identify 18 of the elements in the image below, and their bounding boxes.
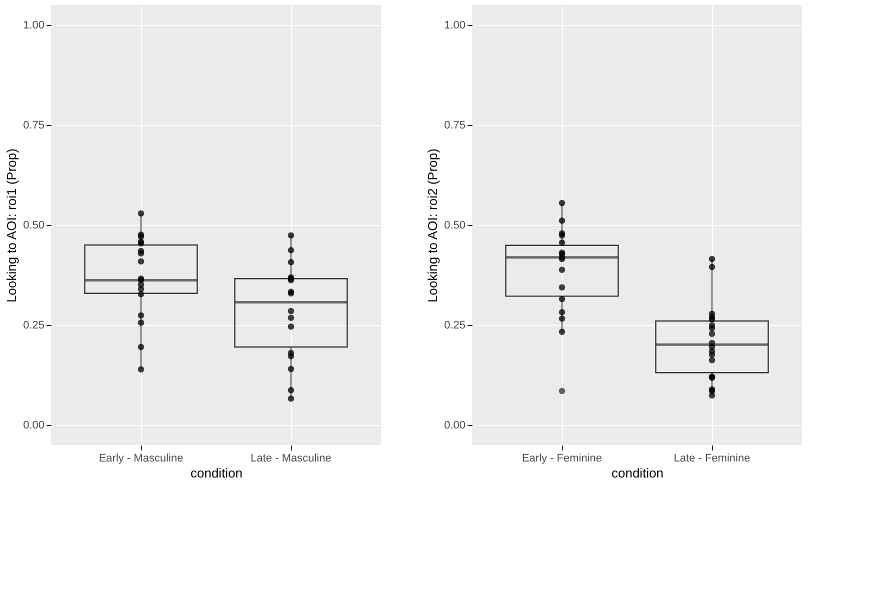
y-tick-label: 1.00: [444, 20, 466, 32]
x-tick-label: Late - Masculine: [250, 452, 332, 464]
y-tick-label: 0.00: [23, 420, 44, 432]
y-tick-label: 1.00: [23, 20, 44, 32]
y-axis-title: Looking to AOI: roi1 (Prop): [4, 148, 20, 302]
y-tick-label: 0.75: [23, 120, 44, 132]
y-tick-label: 0.25: [23, 320, 44, 332]
x-tick-label: Late - Feminine: [674, 452, 750, 464]
y-tick-label: 0.50: [444, 220, 466, 232]
y-tick-label: 0.00: [444, 420, 466, 432]
y-tick-label: 0.75: [444, 120, 466, 132]
x-tick-label: Early - Feminine: [522, 452, 602, 464]
x-axis-title: condition: [190, 466, 243, 480]
x-tick-label: Early - Masculine: [98, 452, 184, 464]
x-axis-title: condition: [611, 466, 664, 480]
y-axis-title: Looking to AOI: roi2 (Prop): [425, 148, 440, 302]
y-tick-label: 0.50: [23, 220, 44, 232]
y-tick-label: 0.25: [444, 320, 466, 332]
